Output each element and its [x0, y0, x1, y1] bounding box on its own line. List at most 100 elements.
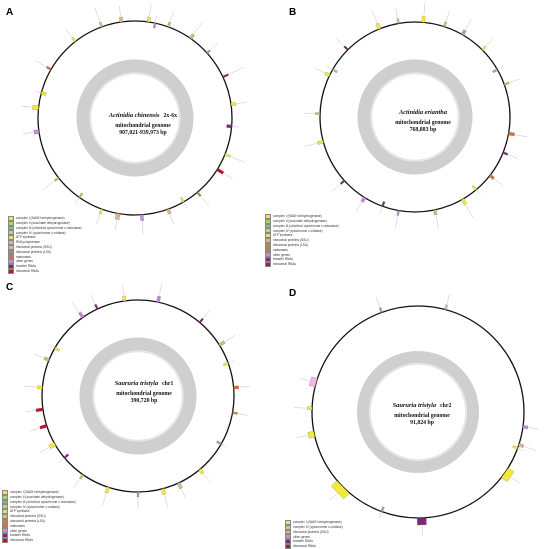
legend-label: transfer RNAs — [293, 539, 313, 543]
gene-block — [94, 304, 98, 309]
gene-label-tick — [229, 361, 235, 363]
gene-block — [64, 454, 69, 459]
gene-label-tick — [436, 216, 438, 228]
gene-block — [177, 482, 182, 489]
legend-item: complex IV (cytochrome c oxidase) — [285, 525, 343, 530]
gene-block — [34, 130, 40, 135]
legend-item: ribosomal RNAs — [2, 538, 76, 543]
gene-block — [234, 386, 239, 389]
gene-label-tick — [72, 302, 79, 312]
legend-label: maturases — [10, 524, 25, 528]
gene-label-tick — [337, 39, 344, 46]
gene-label-tick — [204, 310, 210, 318]
legend-label: ribosomal proteins (LSU) — [10, 519, 45, 523]
gene-block — [324, 72, 330, 77]
species-name: Saururia tristyla — [393, 402, 437, 409]
gene-label-tick — [91, 294, 95, 303]
gene-block — [78, 312, 84, 319]
gene-block — [153, 23, 156, 28]
gene-block — [137, 492, 139, 497]
legend-label: ribosomal proteins (LSU) — [16, 250, 51, 254]
gene-label-tick — [237, 102, 247, 103]
gene-block — [140, 215, 143, 221]
genome-size: 768,883 bp — [368, 127, 478, 134]
legend-label: complex II (succinate dehydrogenase) — [273, 219, 327, 223]
gene-label-tick — [204, 474, 212, 483]
legend-label: other genes — [273, 253, 290, 257]
gene-label-tick — [233, 127, 239, 128]
gene-label-tick — [23, 132, 33, 133]
gene-label-tick — [447, 294, 450, 304]
gene-label-tick — [446, 11, 449, 21]
legend-label: ribosomal proteins (LSU) — [273, 243, 308, 247]
gene-label-tick — [498, 66, 503, 69]
legend-label: ATP synthase — [16, 235, 36, 239]
legend-label: complex I (NADH dehydrogenase) — [10, 490, 59, 494]
gene-label-tick — [519, 449, 525, 451]
gene-block — [472, 185, 477, 190]
legend-label: ribosomal proteins (SSU) — [273, 238, 309, 242]
gene-block — [105, 487, 110, 494]
gene-label-tick — [119, 6, 120, 16]
legend-label: complex IV (cytochrome c oxidase) — [10, 505, 60, 509]
legend-label: complex II (succinate dehydrogenase) — [10, 495, 64, 499]
gene-block — [41, 91, 47, 95]
legend-swatch — [8, 269, 14, 274]
gene-block — [161, 488, 165, 495]
gene-block — [99, 209, 103, 214]
gene-block — [199, 318, 204, 323]
legend-label: complex II (succinate dehydrogenase) — [16, 221, 70, 225]
gene-label-tick — [74, 480, 80, 488]
gene-block — [79, 193, 84, 198]
gene-label-tick — [96, 215, 99, 224]
gene-block — [44, 357, 50, 362]
genome-map-panel-a: A Actinidia chinensis 2x-6x mitochondria… — [0, 0, 275, 274]
legend-label: maturases — [273, 248, 288, 252]
gene-label-tick — [525, 447, 536, 451]
gene-block — [381, 507, 385, 512]
legend-label: ribosomal RNAs — [16, 269, 39, 273]
gene-label-tick — [40, 448, 49, 453]
gene-block — [40, 424, 48, 429]
gene-block — [382, 201, 386, 206]
species-name: Saururia tristyla — [115, 380, 159, 387]
gene-block — [227, 125, 232, 128]
gene-block — [99, 22, 103, 27]
gene-block — [344, 46, 349, 51]
species-name: Actinidia eriantha — [399, 109, 447, 116]
gene-block — [206, 50, 210, 54]
genome-type: mitochondrial genome — [88, 123, 198, 130]
gene-label-tick — [380, 207, 382, 213]
gene-block — [461, 199, 467, 206]
gene-block — [309, 377, 317, 387]
gene-label-tick — [298, 435, 308, 437]
gene-block — [219, 341, 226, 347]
gene-block — [340, 180, 345, 185]
gene-label-tick — [182, 489, 186, 498]
legend-label: other genes — [16, 259, 33, 263]
gene-label-tick — [142, 222, 143, 234]
gene-label-tick — [165, 495, 168, 507]
legend: complex I (NADH dehydrogenase)complex IV… — [285, 520, 343, 549]
gene-block — [197, 192, 202, 197]
gene-block — [332, 69, 337, 73]
gene-block — [307, 407, 312, 410]
gene-block — [37, 386, 42, 389]
gene-block — [433, 210, 437, 216]
legend-item: complex III (ubichinol cytochrome c redu… — [8, 226, 82, 231]
gene-label-tick — [24, 386, 36, 387]
legend: complex I (NADH dehydrogenase)complex II… — [2, 490, 76, 543]
gene-label-tick — [159, 284, 161, 296]
legend-label: RNA polymerase — [16, 240, 40, 244]
gene-label-tick — [184, 203, 187, 208]
species-suffix: 2x-6x — [164, 113, 178, 119]
gene-block — [444, 305, 447, 310]
gene-block — [180, 197, 184, 202]
gene-label-tick — [379, 513, 381, 519]
gene-block — [518, 443, 524, 447]
legend-label: transfer RNAs — [10, 533, 30, 537]
gene-label-tick — [466, 19, 472, 29]
legend-label: ribosomal proteins (SSU) — [16, 245, 52, 249]
gene-block — [167, 209, 172, 215]
gene-block — [317, 140, 324, 144]
